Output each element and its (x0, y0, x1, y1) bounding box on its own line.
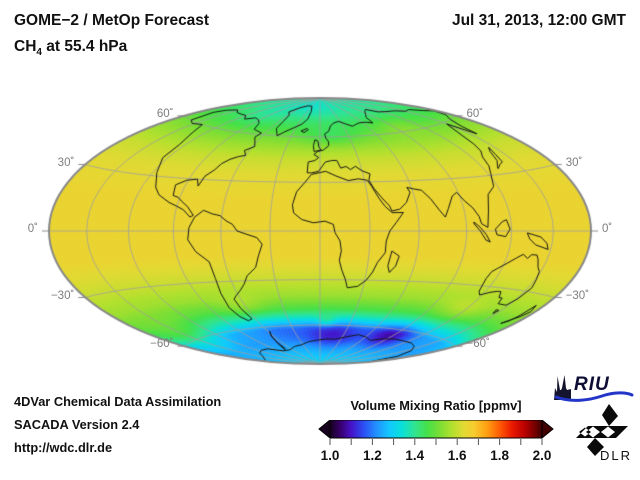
colorbar-tick-label: 1.0 (320, 448, 340, 463)
lat-label-right: 30˚ (565, 156, 583, 169)
figure-title: GOME−2 / MetOp Forecast (14, 12, 210, 29)
world-map-canvas (20, 90, 620, 382)
lat-label-left: 30˚ (57, 156, 75, 169)
colorbar-tick-label: 1.6 (447, 448, 467, 463)
colorbar-title: Volume Mixing Ratio [ppmv] (350, 398, 522, 413)
colorbar-left-arrow (318, 420, 331, 440)
dlr-logo: DLR (574, 402, 636, 468)
title-block: GOME−2 / MetOp Forecast CH4 at 55.4 hPa (14, 8, 209, 66)
version-label: SACADA Version 2.4 (14, 417, 140, 432)
figure-subtitle: CH4 at 55.4 hPa (14, 34, 209, 66)
timestamp: Jul 31, 2013, 12:00 GMT (451, 12, 626, 29)
assimilation-label: 4DVar Chemical Data Assimilation (14, 394, 222, 409)
colorbar-gradient (318, 420, 554, 445)
lat-label-right: 0˚ (602, 223, 613, 235)
riu-logo: RIU (554, 374, 634, 402)
riu-wave-icon (554, 391, 634, 402)
lat-label-left: 60˚ (156, 107, 174, 120)
colorbar-tick-label: 1.4 (405, 448, 425, 463)
lat-label-right: −60˚ (466, 338, 490, 351)
colorbar-tick-label: 2.0 (532, 448, 552, 463)
colorbar: Volume Mixing Ratio [ppmv] 1.0 1.2 1.4 1… (318, 398, 554, 468)
riu-label: RIU (574, 374, 610, 395)
colorbar-bar (329, 420, 543, 439)
dlr-label: DLR (600, 448, 633, 463)
colorbar-ticks (329, 439, 543, 445)
colorbar-right-arrow (541, 420, 554, 440)
colorbar-tick-label: 1.8 (490, 448, 509, 463)
dlr-emblem-icon (576, 404, 628, 456)
species-label: CH (14, 38, 37, 55)
lat-label-right: −30˚ (565, 289, 590, 302)
level-label: at 55.4 hPa (41, 38, 128, 55)
lat-label-left: −30˚ (50, 289, 75, 302)
colorbar-tick-label: 1.2 (363, 448, 382, 463)
lat-label-right: 60˚ (466, 107, 484, 120)
lat-label-left: −60˚ (150, 338, 174, 351)
species-subscript: 4 (36, 47, 42, 59)
attribution-block: 4DVar Chemical Data Assimilation SACADA … (14, 390, 221, 459)
lat-label-left: 0˚ (27, 223, 38, 235)
cathedral-icon (554, 375, 571, 400)
website-url: http://wdc.dlr.de (14, 440, 113, 455)
